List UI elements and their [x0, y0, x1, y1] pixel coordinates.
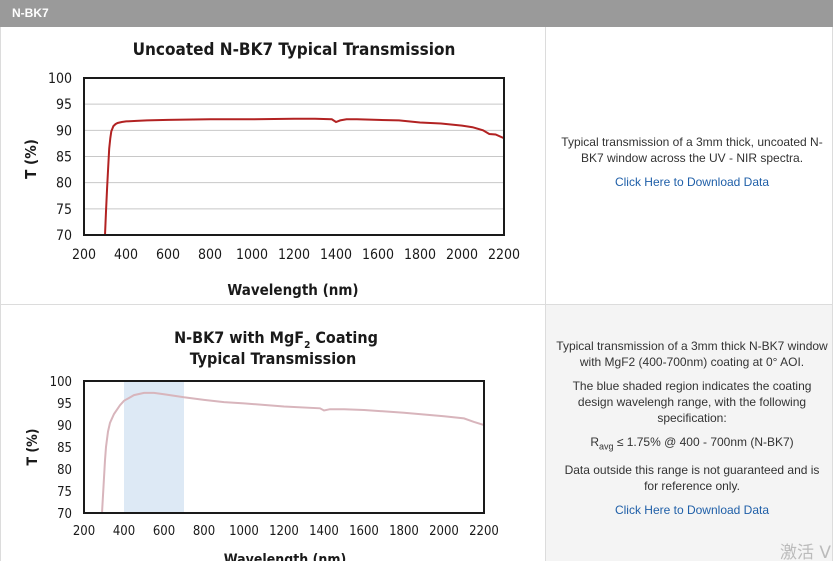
- spec-value: ≤ 1.75% @ 400 - 700nm (N-BK7): [613, 435, 794, 449]
- x-tick-label: 1800: [389, 524, 419, 539]
- chart-title-subscript: 2: [304, 340, 310, 351]
- section-title: N-BK7: [12, 6, 49, 20]
- series-line-0: [101, 391, 484, 513]
- x-tick-label: 1800: [404, 247, 436, 263]
- y-axis-label: T (%): [22, 139, 40, 179]
- description-text: Data outside this range is not guarantee…: [564, 463, 820, 494]
- download-data-link[interactable]: Click Here to Download Data: [614, 175, 770, 189]
- spec-subscript: avg: [598, 441, 614, 452]
- y-tick-label: 100: [50, 375, 72, 390]
- x-tick-label: 400: [113, 524, 135, 539]
- x-tick-label: 2200: [469, 524, 499, 539]
- y-tick-label: 85: [56, 150, 72, 166]
- x-tick-label: 1000: [236, 247, 268, 263]
- x-tick-label: 2000: [446, 247, 478, 263]
- y-tick-label: 70: [57, 507, 72, 522]
- y-tick-label: 80: [57, 463, 72, 478]
- table-border-left: [0, 27, 1, 561]
- chart-title: Uncoated N-BK7 Typical Transmission: [133, 40, 456, 60]
- description-text: Typical transmission of a 3mm thick N-BK…: [556, 339, 828, 369]
- plot-frame: [83, 77, 505, 236]
- x-tick-label: 2000: [429, 524, 459, 539]
- specification-text: Ravg ≤ 1.75% @ 400 - 700nm (N-BK7): [556, 434, 828, 454]
- description-text: The blue shaded region indicates the coa…: [572, 379, 812, 425]
- x-tick-label: 200: [72, 247, 96, 263]
- y-tick-label: 80: [56, 176, 72, 192]
- x-tick-label: 2200: [488, 247, 520, 263]
- y-tick-label: 100: [48, 71, 72, 87]
- x-tick-label: 400: [114, 247, 138, 263]
- description-text: Typical transmission of a 3mm thick, unc…: [561, 135, 823, 165]
- table-divider-horizontal: [0, 304, 833, 305]
- y-tick-label: 75: [57, 485, 72, 500]
- x-tick-label: 1000: [229, 524, 259, 539]
- y-tick-label: 70: [56, 228, 72, 244]
- y-tick-label: 90: [57, 419, 72, 434]
- y-tick-label: 90: [56, 123, 72, 139]
- description-mgf2: Typical transmission of a 3mm thick N-BK…: [556, 338, 828, 518]
- chart-title-main: N-BK7 with MgF: [174, 328, 304, 347]
- coating-range-shade: [124, 381, 184, 513]
- series-line-0: [104, 117, 504, 235]
- x-tick-label: 200: [73, 524, 95, 539]
- x-tick-label: 1200: [269, 524, 299, 539]
- download-data-link[interactable]: Click Here to Download Data: [614, 503, 770, 518]
- description-uncoated: Typical transmission of a 3mm thick, unc…: [556, 134, 828, 190]
- chart-mgf2-transmission: N-BK7 with MgF2 Coating Typical Transmis…: [25, 328, 499, 561]
- x-tick-label: 800: [193, 524, 215, 539]
- chart-title-line1: N-BK7 with MgF2 Coating: [174, 328, 378, 351]
- y-axis-label: T (%): [25, 428, 41, 465]
- y-tick-label: 95: [57, 397, 72, 412]
- x-tick-label: 1600: [362, 247, 394, 263]
- y-tick-label: 95: [56, 97, 72, 113]
- description-panel-background: [546, 305, 832, 561]
- chart-title-line2: Typical Transmission: [190, 349, 357, 368]
- x-axis-label: Wavelength (nm): [224, 552, 346, 561]
- x-tick-label: 600: [153, 524, 175, 539]
- y-tick-label: 85: [57, 441, 72, 456]
- x-tick-label: 1400: [309, 524, 339, 539]
- section-header: N-BK7: [0, 0, 833, 27]
- x-tick-label: 1200: [278, 247, 310, 263]
- spec-symbol: R: [590, 435, 599, 449]
- chart-uncoated-transmission: Uncoated N-BK7 Typical Transmission 70 75…: [22, 40, 520, 299]
- y-tick-label: 75: [56, 202, 72, 218]
- plot-frame: [83, 380, 485, 514]
- x-tick-label: 600: [156, 247, 180, 263]
- x-tick-label: 800: [198, 247, 222, 263]
- table-divider-vertical: [545, 27, 546, 561]
- chart-title-suffix: Coating: [310, 328, 378, 347]
- x-tick-label: 1400: [320, 247, 352, 263]
- x-axis-label: Wavelength (nm): [227, 281, 358, 299]
- x-tick-label: 1600: [349, 524, 379, 539]
- watermark-text: 激活 V: [780, 543, 832, 563]
